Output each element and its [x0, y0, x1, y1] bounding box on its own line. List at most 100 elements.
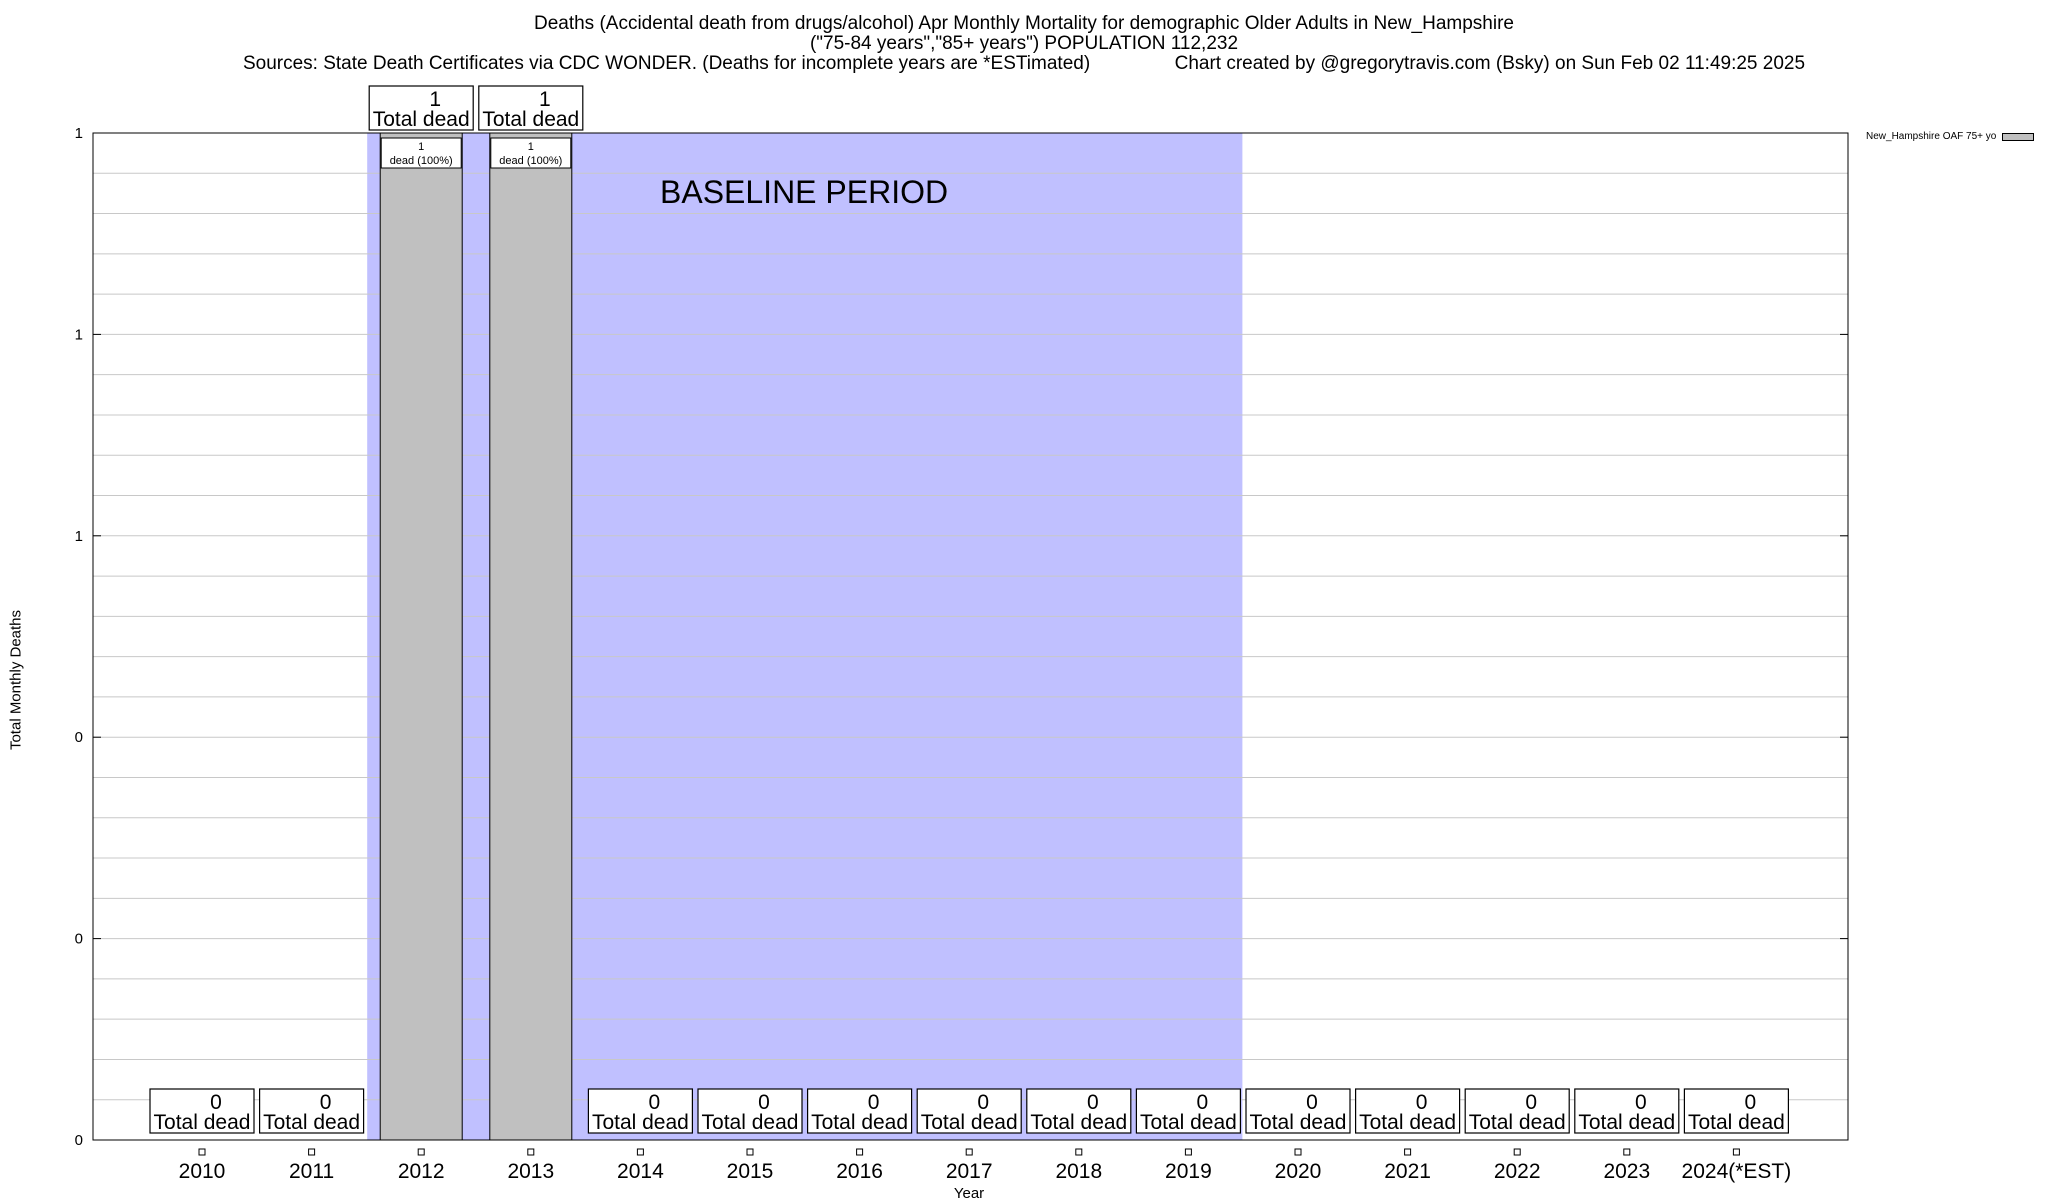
total-dead-label: Total dead: [373, 108, 470, 131]
x-tick-marker: [1623, 1148, 1631, 1156]
x-tick-marker: [198, 1148, 206, 1156]
x-tick-label: 2011: [289, 1160, 334, 1183]
total-dead-box: [806, 1088, 913, 1134]
total-dead-label: Total dead: [1359, 1111, 1456, 1134]
total-dead-label: Total dead: [1469, 1111, 1566, 1134]
bar: [489, 132, 573, 1141]
total-dead-box: [1464, 1088, 1570, 1134]
total-dead-label: Total dead: [154, 1111, 251, 1134]
baseline-period-label: BASELINE PERIOD: [660, 174, 949, 210]
x-tick-marker: [1732, 1148, 1740, 1156]
total-dead-value: 0: [1087, 1091, 1099, 1114]
x-tick-marker: [1294, 1148, 1302, 1156]
total-dead-value: 0: [210, 1091, 222, 1114]
chart-title: Deaths (Accidental death from drugs/alco…: [533, 13, 1514, 34]
total-dead-box: [587, 1088, 694, 1134]
legend: New_Hampshire OAF 75+ yo: [1866, 131, 2035, 142]
total-dead-value: 0: [868, 1091, 880, 1114]
total-dead-box: [1245, 1088, 1351, 1134]
plot-border: [92, 132, 1849, 1141]
total-dead-label: Total dead: [921, 1111, 1018, 1134]
total-dead-box: [368, 85, 474, 131]
x-tick-label: 2021: [1384, 1160, 1431, 1183]
x-tick-label: 2020: [1275, 1160, 1322, 1183]
bar: [379, 132, 463, 1141]
x-tick-label: 2024(*EST): [1682, 1160, 1792, 1183]
x-tick-marker: [417, 1148, 425, 1156]
x-tick-marker: [527, 1148, 535, 1156]
x-tick-marker: [856, 1148, 864, 1156]
total-dead-value: 0: [649, 1091, 661, 1114]
chart-subtitle: ("75-84 years","85+ years") POPULATION 1…: [809, 33, 1239, 54]
y-tick-label: 0: [75, 729, 83, 746]
total-dead-box: [478, 85, 584, 131]
total-dead-label: Total dead: [1578, 1111, 1675, 1134]
total-dead-label: Total dead: [1030, 1111, 1127, 1134]
x-tick-label: 2014: [617, 1160, 664, 1183]
total-dead-value: 0: [758, 1091, 770, 1114]
total-dead-label: Total dead: [263, 1111, 360, 1134]
x-tick-marker: [636, 1148, 644, 1156]
total-dead-value: 0: [1416, 1091, 1428, 1114]
total-dead-label: Total dead: [811, 1111, 908, 1134]
bar-inner-label-value: 1: [418, 141, 424, 153]
legend-label: New_Hampshire OAF 75+ yo: [1866, 131, 1997, 142]
total-dead-value: 0: [1745, 1091, 1757, 1114]
total-dead-label: Total dead: [1688, 1111, 1785, 1134]
total-dead-box: [259, 1088, 365, 1134]
bar-inner-label-box: [490, 137, 572, 169]
total-dead-label: Total dead: [1140, 1111, 1237, 1134]
x-tick-marker: [965, 1148, 973, 1156]
total-dead-value: 0: [1197, 1091, 1209, 1114]
total-dead-label: Total dead: [702, 1111, 799, 1134]
y-tick-label: 1: [75, 125, 83, 142]
x-tick-label: 2022: [1494, 1160, 1541, 1183]
total-dead-value: 0: [1635, 1091, 1647, 1114]
x-tick-label: 2013: [507, 1160, 554, 1183]
bar-inner-label-value: 1: [528, 141, 534, 153]
chart-sources: Sources: State Death Certificates via CD…: [242, 53, 1806, 74]
bar-inner-label-text: dead (100%): [499, 155, 562, 167]
total-dead-box: [149, 1088, 255, 1134]
y-axis-label: Total Monthly Deaths: [7, 609, 25, 751]
y-tick-label: 1: [75, 326, 83, 343]
total-dead-box: [916, 1088, 1022, 1134]
x-tick-label: 2010: [179, 1160, 226, 1183]
total-dead-value: 0: [1525, 1091, 1537, 1114]
x-tick-label: 2017: [946, 1160, 993, 1183]
x-tick-label: 2023: [1603, 1160, 1650, 1183]
total-dead-label: Total dead: [1250, 1111, 1347, 1134]
total-dead-value: 0: [977, 1091, 989, 1114]
x-tick-label: 2015: [727, 1160, 774, 1183]
total-dead-value: 0: [1306, 1091, 1318, 1114]
x-tick-marker: [1075, 1148, 1083, 1156]
total-dead-box: [1354, 1088, 1461, 1134]
total-dead-label: Total dead: [592, 1111, 689, 1134]
total-dead-label: Total dead: [482, 108, 579, 131]
total-dead-box: [1683, 1088, 1790, 1134]
x-tick-marker: [1513, 1148, 1521, 1156]
total-dead-box: [1135, 1088, 1242, 1134]
total-dead-value: 1: [429, 88, 441, 111]
y-tick-label: 1: [75, 528, 83, 545]
x-tick-marker: [1404, 1148, 1412, 1156]
x-tick-label: 2012: [398, 1160, 445, 1183]
total-dead-box: [1574, 1088, 1680, 1134]
x-tick-marker: [308, 1148, 316, 1156]
x-tick-label: 2019: [1165, 1160, 1212, 1183]
bar-inner-label-box: [380, 137, 462, 169]
legend-swatch: [2002, 132, 2035, 141]
total-dead-value: 1: [539, 88, 551, 111]
y-tick-label: 0: [75, 1132, 83, 1149]
x-axis-label: Year: [953, 1185, 985, 1202]
total-dead-value: 0: [320, 1091, 332, 1114]
x-tick-marker: [1184, 1148, 1192, 1156]
x-tick-label: 2018: [1055, 1160, 1102, 1183]
x-tick-marker: [746, 1148, 754, 1156]
total-dead-box: [1026, 1088, 1132, 1134]
y-tick-label: 0: [75, 931, 83, 948]
bar-inner-label-text: dead (100%): [390, 155, 453, 167]
x-tick-label: 2016: [836, 1160, 883, 1183]
total-dead-box: [697, 1088, 803, 1134]
